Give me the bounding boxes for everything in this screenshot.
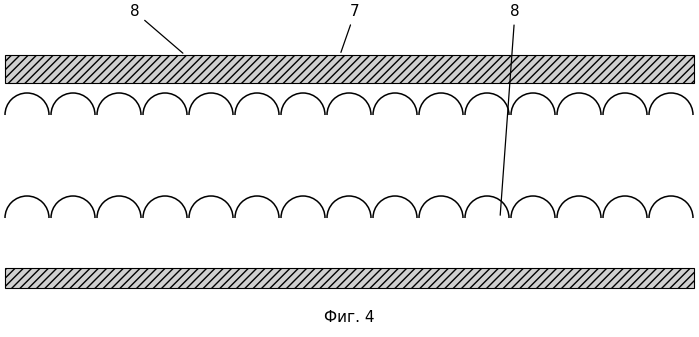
Text: 7: 7 <box>341 4 360 52</box>
Text: Фиг. 4: Фиг. 4 <box>324 310 374 326</box>
Text: 8: 8 <box>500 4 520 215</box>
Bar <box>5 268 694 288</box>
Bar <box>5 55 694 83</box>
Text: 8: 8 <box>130 4 183 53</box>
